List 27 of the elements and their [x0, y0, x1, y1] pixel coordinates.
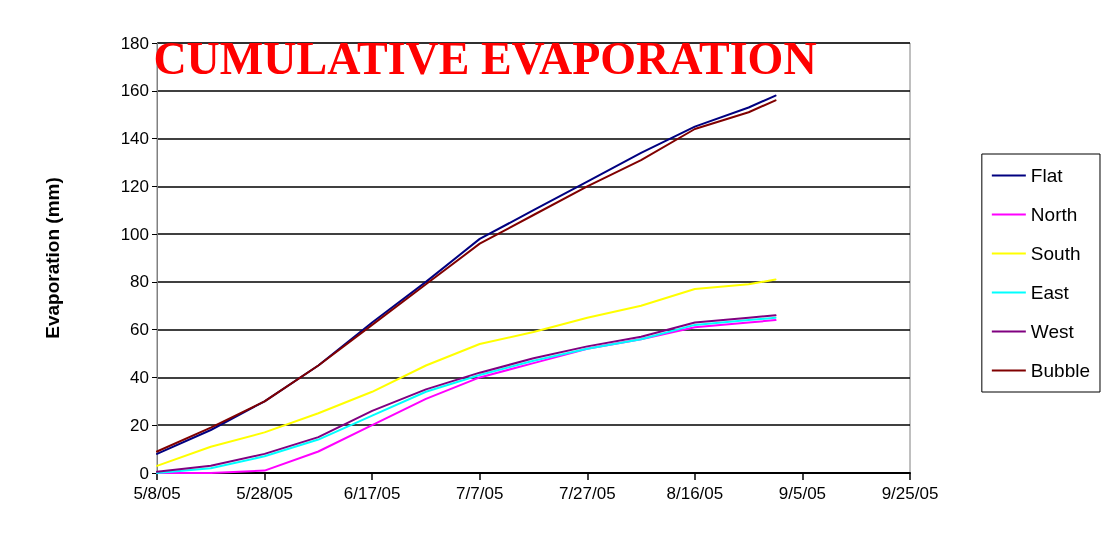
legend-label: North — [1030, 204, 1078, 225]
y-tick-label: 120 — [120, 176, 149, 196]
y-tick-label: 140 — [120, 129, 149, 149]
legend-label: West — [1030, 321, 1075, 342]
y-tick-label: 40 — [130, 367, 149, 387]
y-tick-label: 100 — [120, 224, 149, 244]
y-axis-title: Evaporation (mm) — [42, 177, 63, 339]
y-tick-label: 0 — [139, 463, 149, 483]
legend-label: East — [1030, 282, 1070, 303]
chart-title: CUMULATIVE EVAPORATION — [153, 32, 817, 84]
x-tick-label: 8/16/05 — [666, 484, 724, 503]
legend-label: Bubble — [1030, 360, 1091, 381]
x-tick-label: 7/7/05 — [456, 484, 504, 503]
y-tick-label: 160 — [120, 81, 149, 101]
x-tick-label: 5/28/05 — [236, 484, 293, 503]
y-tick-label: 180 — [120, 33, 149, 53]
y-tick-label: 60 — [130, 320, 149, 340]
y-tick-label: 20 — [130, 415, 149, 435]
legend-label: South — [1030, 243, 1081, 264]
x-tick-label: 7/27/05 — [558, 484, 616, 503]
line-series — [156, 278, 777, 467]
legend-label: Flat — [1030, 165, 1064, 186]
x-tick-label: 5/8/05 — [133, 484, 181, 503]
x-tick-label: 9/25/05 — [881, 484, 939, 503]
x-tick-label: 9/5/05 — [778, 484, 827, 503]
y-tick-label: 80 — [130, 272, 149, 292]
x-tick-label: 6/17/05 — [343, 484, 401, 503]
